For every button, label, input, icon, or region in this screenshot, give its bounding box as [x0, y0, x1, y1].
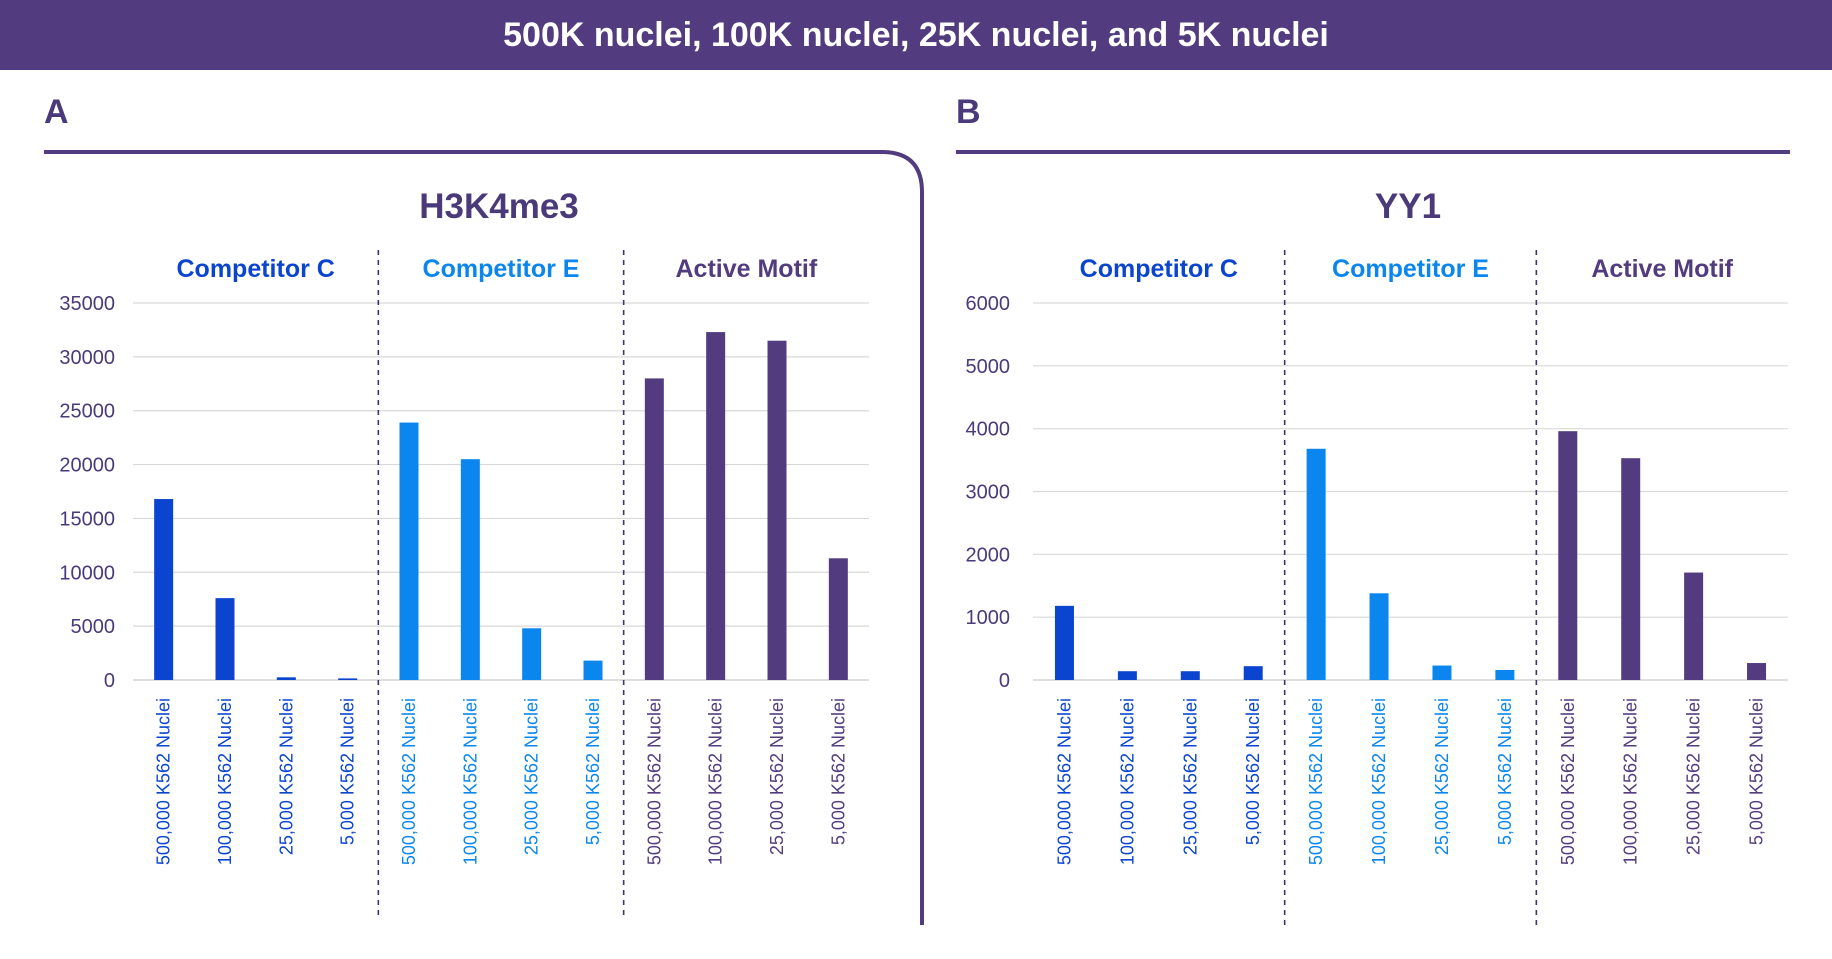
chart-a-category-label: 25,000 K562 Nuclei	[276, 698, 296, 855]
chart-a-bar	[215, 598, 235, 680]
chart-b-bar	[1432, 665, 1452, 680]
chart-a-bar	[706, 332, 726, 680]
chart-b-title: YY1	[1375, 187, 1441, 226]
chart-a-group-label: Active Motif	[675, 255, 817, 283]
chart-b-y-tick-label: 3000	[966, 482, 1011, 504]
chart-b-category-label: 500,000 K562 Nuclei	[1558, 698, 1578, 865]
chart-a-bar	[154, 499, 174, 680]
chart-a-category-label: 25,000 K562 Nuclei	[767, 698, 787, 855]
chart-b-bar	[1369, 593, 1389, 680]
chart-b-y-tick-label: 6000	[966, 293, 1011, 315]
chart-a-bar	[338, 678, 358, 680]
chart-b-category-label: 100,000 K562 Nuclei	[1621, 698, 1641, 865]
chart-b-bar	[1180, 671, 1200, 680]
chart-b-bar	[1684, 572, 1704, 680]
chart-b-group-label: Active Motif	[1591, 255, 1733, 283]
figure-header: 500K nuclei, 100K nuclei, 25K nuclei, an…	[0, 0, 1832, 70]
chart-a-title: H3K4me3	[419, 187, 579, 226]
chart-b-y-tick-label: 4000	[966, 419, 1011, 441]
chart-b-category-label: 100,000 K562 Nuclei	[1117, 698, 1137, 865]
chart-b-category-label: 5,000 K562 Nuclei	[1243, 698, 1263, 845]
chart-a-plot: 0 5000 10000 15000 20000 25000 30000 35000 Compe…	[59, 250, 869, 920]
chart-a-bar	[276, 677, 296, 680]
chart-a-bar	[583, 660, 603, 680]
chart-b-bar	[1054, 605, 1074, 680]
chart-a-y-tick-label: 20000	[59, 455, 115, 477]
chart-a-bar	[460, 459, 480, 680]
chart-b-plot: 0 1000 2000 3000 4000 5000 6000 Competitor C 500…	[966, 250, 1788, 925]
chart-a-y-tick-label: 25000	[59, 401, 115, 423]
chart-a-category-label: 5,000 K562 Nuclei	[583, 698, 603, 845]
chart-a-bar	[644, 378, 664, 680]
chart-b-bar	[1243, 666, 1263, 680]
chart-b-category-label: 5,000 K562 Nuclei	[1747, 698, 1767, 845]
chart-b-category-label: 5,000 K562 Nuclei	[1495, 698, 1515, 845]
chart-b-bar	[1306, 448, 1326, 680]
chart-b-y-tick-label: 2000	[966, 544, 1011, 566]
chart-a-category-label: 25,000 K562 Nuclei	[522, 698, 542, 855]
chart-a-y-tick-label: 10000	[59, 562, 115, 584]
chart-b-bar	[1621, 458, 1641, 680]
chart-a-category-label: 500,000 K562 Nuclei	[154, 698, 174, 865]
chart-b-category-label: 100,000 K562 Nuclei	[1369, 698, 1389, 865]
chart-b-category-label: 500,000 K562 Nuclei	[1306, 698, 1326, 865]
chart-a-bar	[399, 422, 419, 680]
chart-a-category-label: 5,000 K562 Nuclei	[828, 698, 848, 845]
chart-a-category-label: 100,000 K562 Nuclei	[460, 698, 480, 865]
chart-a-category-label: 100,000 K562 Nuclei	[706, 698, 726, 865]
chart-b-bar	[1495, 669, 1515, 680]
chart-a-category-label: 5,000 K562 Nuclei	[338, 698, 358, 845]
figure-title: 500K nuclei, 100K nuclei, 25K nuclei, an…	[503, 15, 1329, 54]
chart-b-y-tick-label: 0	[999, 670, 1010, 692]
chart-a-bar	[767, 340, 787, 680]
chart-b-category-label: 25,000 K562 Nuclei	[1180, 698, 1200, 855]
chart-b-group-label: Competitor C	[1080, 255, 1238, 283]
chart-a-group-label: Competitor C	[177, 255, 335, 283]
chart-a-bar	[522, 628, 542, 680]
chart-b-group-label: Competitor E	[1332, 255, 1489, 283]
chart-a-category-label: 100,000 K562 Nuclei	[215, 698, 235, 865]
chart-b-y-tick-label: 5000	[966, 356, 1011, 378]
chart-a-category-label: 500,000 K562 Nuclei	[399, 698, 419, 865]
chart-a-y-tick-label: 30000	[59, 347, 115, 369]
chart-b-bar	[1117, 671, 1137, 680]
chart-a-group-label: Competitor E	[423, 255, 580, 283]
chart-a-bar	[828, 558, 848, 680]
panel-b-letter: B	[956, 93, 981, 131]
chart-b-bar	[1747, 663, 1767, 680]
chart-b-category-label: 25,000 K562 Nuclei	[1684, 698, 1704, 855]
panel-a-letter: A	[44, 93, 69, 131]
chart-a-y-tick-label: 5000	[71, 616, 116, 638]
chart-a-category-label: 500,000 K562 Nuclei	[644, 698, 664, 865]
chart-a-y-tick-label: 35000	[59, 293, 115, 315]
chart-b-y-tick-label: 1000	[966, 607, 1011, 629]
panel-a-frame	[44, 150, 924, 925]
chart-a-y-tick-label: 15000	[59, 508, 115, 530]
chart-b-category-label: 500,000 K562 Nuclei	[1054, 698, 1074, 865]
chart-b-category-label: 25,000 K562 Nuclei	[1432, 698, 1452, 855]
chart-a-y-tick-label: 0	[104, 670, 115, 692]
chart-b-bar	[1558, 431, 1578, 680]
